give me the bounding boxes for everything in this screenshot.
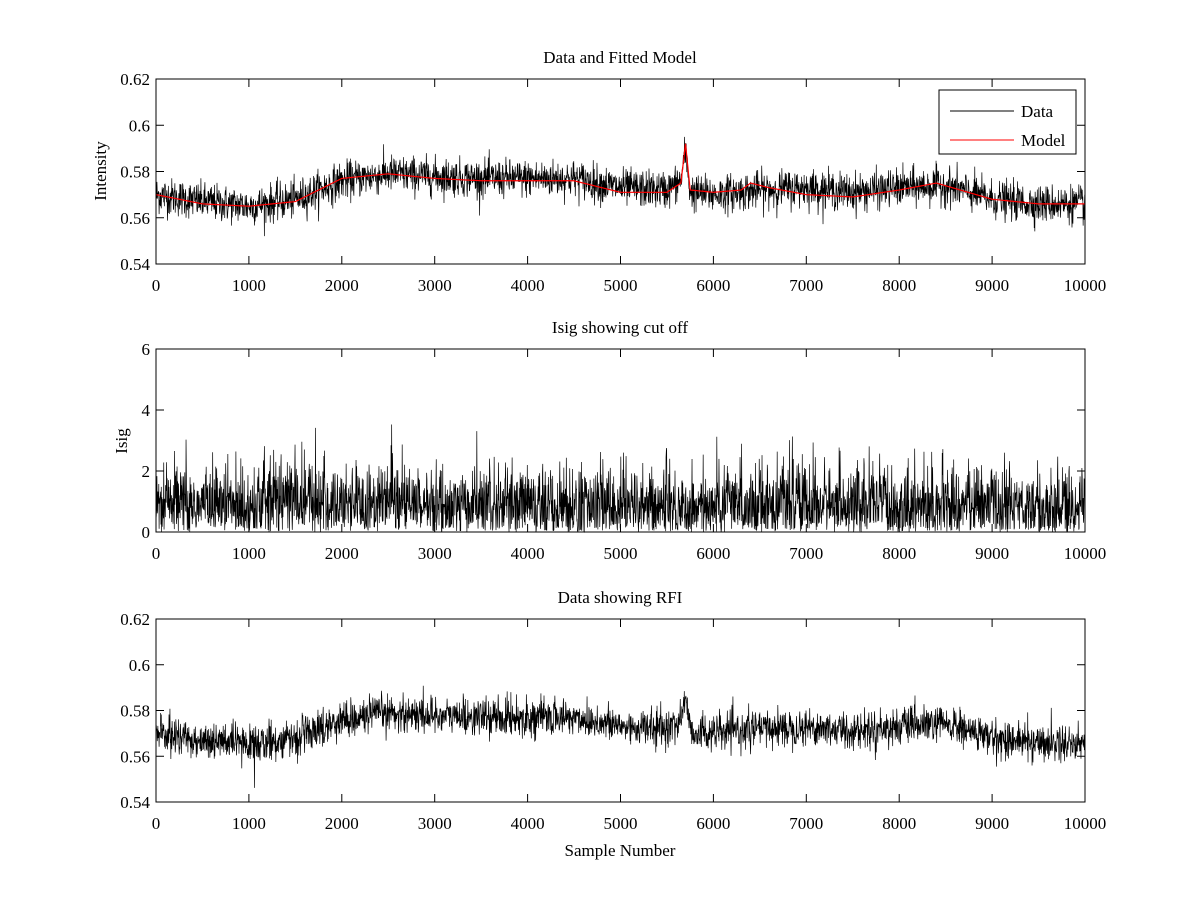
series-line-data: [155, 136, 1086, 237]
y-axis-label: Isig: [112, 428, 131, 454]
legend-label-data: Data: [1021, 102, 1054, 121]
x-tick-label: 2000: [325, 276, 359, 295]
y-tick-label: 4: [142, 401, 151, 420]
subplot-data-showing-rfi: Data showing RFI 0 1000 2000 3000 4000 5000 60…: [120, 588, 1106, 860]
axis-ticks: 0 1000 2000 3000 4000 5000 6000 7000 8000 9000 100…: [142, 340, 1107, 563]
plot-area: [155, 685, 1086, 788]
y-tick-label: 0.62: [120, 610, 150, 629]
y-tick-label: 0.54: [120, 793, 150, 812]
axes-frame: [155, 618, 1086, 803]
x-tick-label: 1000: [232, 544, 266, 563]
plot-area: [155, 136, 1086, 237]
x-tick-label: 10000: [1064, 544, 1107, 563]
x-tick-label: 10000: [1064, 276, 1107, 295]
x-tick-label: 4000: [511, 276, 545, 295]
x-tick-label: 7000: [789, 276, 823, 295]
x-tick-label: 3000: [418, 544, 452, 563]
axis-ticks: 0 1000 2000 3000 4000 5000 6000 7000 8000 9000 100…: [120, 70, 1106, 295]
x-tick-label: 4000: [511, 814, 545, 833]
x-axis-label: Sample Number: [565, 841, 676, 860]
x-tick-label: 8000: [882, 814, 916, 833]
x-tick-label: 3000: [418, 814, 452, 833]
x-tick-label: 4000: [511, 544, 545, 563]
subplot-isig-showing-cut-off: Isig showing cut off Isig 0 1000 2000 3000 4…: [112, 318, 1106, 563]
y-axis-label: Intensity: [91, 141, 110, 201]
y-tick-label: 0.6: [129, 116, 150, 135]
x-tick-label: 7000: [789, 544, 823, 563]
x-tick-label: 6000: [696, 814, 730, 833]
subplot-title: Data and Fitted Model: [543, 48, 697, 67]
x-tick-label: 0: [152, 544, 161, 563]
x-tick-label: 3000: [418, 276, 452, 295]
x-tick-label: 0: [152, 276, 161, 295]
x-tick-label: 1000: [232, 276, 266, 295]
legend-label-model: Model: [1021, 131, 1066, 150]
y-tick-label: 0.54: [120, 255, 150, 274]
x-tick-label: 1000: [232, 814, 266, 833]
y-tick-label: 2: [142, 462, 151, 481]
axis-ticks: 0 1000 2000 3000 4000 5000 6000 7000 8000 9000 100…: [120, 610, 1106, 833]
legend: Data Model: [938, 89, 1077, 155]
y-tick-label: 0.56: [120, 747, 150, 766]
subplot-title: Data showing RFI: [558, 588, 683, 607]
x-tick-label: 2000: [325, 814, 359, 833]
subplot-data-and-fitted-model: Data and Fitted Model Intensity 0 1000 200…: [91, 48, 1106, 295]
x-tick-label: 8000: [882, 276, 916, 295]
x-tick-label: 8000: [882, 544, 916, 563]
subplot-title: Isig showing cut off: [552, 318, 688, 337]
x-tick-label: 9000: [975, 544, 1009, 563]
series-line-series-0: [155, 685, 1086, 788]
x-tick-label: 5000: [604, 814, 638, 833]
x-tick-label: 0: [152, 814, 161, 833]
y-tick-label: 0.56: [120, 209, 150, 228]
y-tick-label: 0.58: [120, 702, 150, 721]
axes-frame: [155, 348, 1086, 533]
x-tick-label: 9000: [975, 814, 1009, 833]
x-tick-label: 5000: [604, 276, 638, 295]
y-tick-label: 6: [142, 340, 151, 359]
x-tick-label: 9000: [975, 276, 1009, 295]
y-tick-label: 0.6: [129, 656, 150, 675]
legend-box: [938, 89, 1077, 155]
series-line-model: [155, 143, 1085, 207]
plot-area: [155, 424, 1086, 534]
x-tick-label: 10000: [1064, 814, 1107, 833]
x-tick-label: 5000: [604, 544, 638, 563]
x-tick-label: 6000: [696, 544, 730, 563]
x-tick-label: 6000: [696, 276, 730, 295]
x-tick-label: 7000: [789, 814, 823, 833]
y-tick-label: 0.58: [120, 163, 150, 182]
x-tick-label: 2000: [325, 544, 359, 563]
y-tick-label: 0: [142, 523, 151, 542]
series-line-series-0: [155, 424, 1086, 534]
axes-frame: [155, 78, 1086, 265]
y-tick-label: 0.62: [120, 70, 150, 89]
